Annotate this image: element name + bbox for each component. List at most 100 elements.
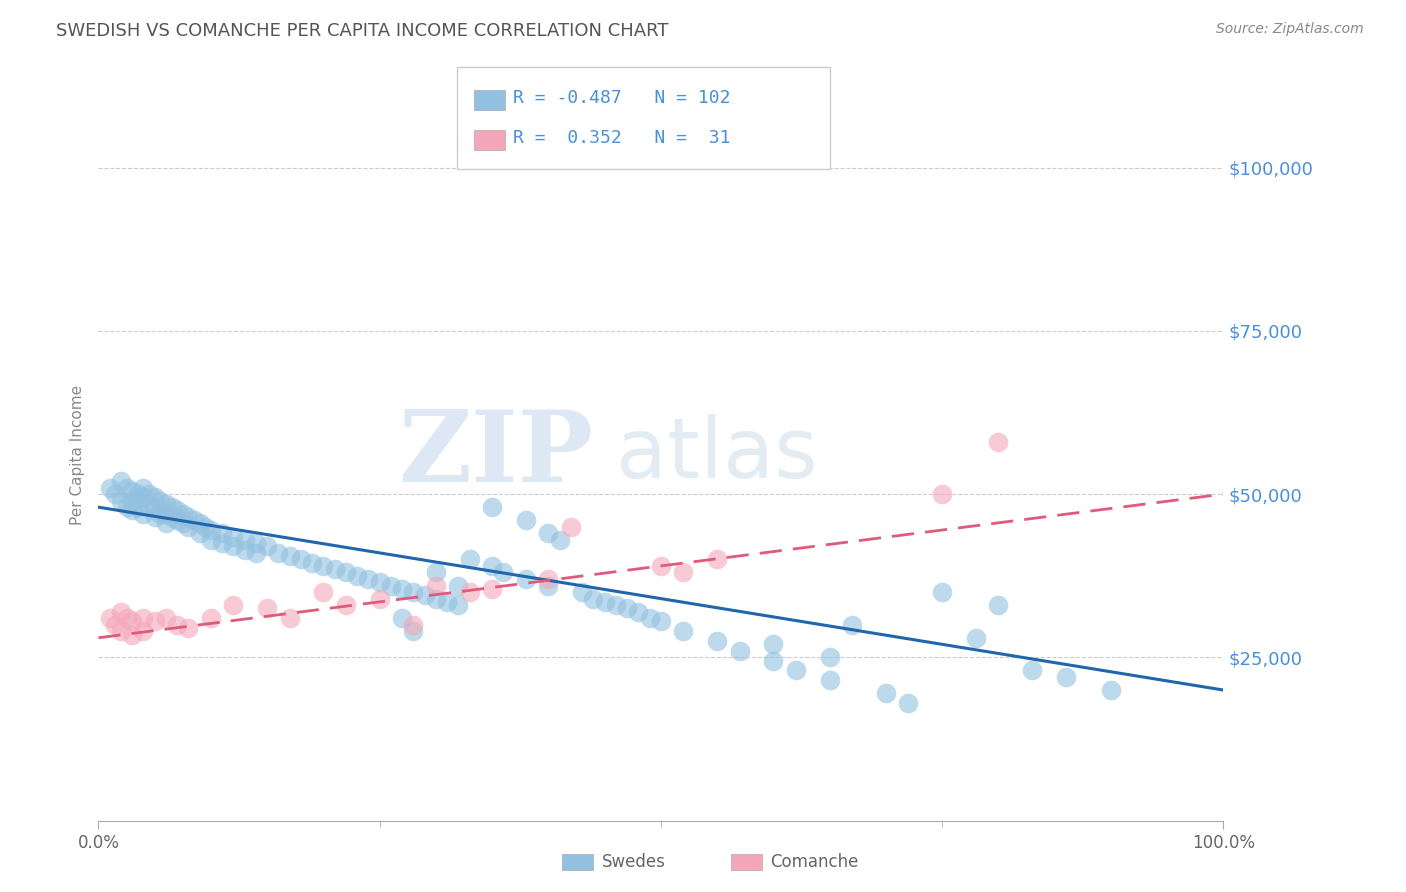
Point xyxy=(402,617,425,632)
Point xyxy=(121,483,143,498)
Point xyxy=(110,493,132,508)
Point xyxy=(127,487,149,501)
Point xyxy=(1054,670,1077,684)
Point xyxy=(762,637,785,651)
Point xyxy=(458,585,481,599)
Point xyxy=(211,536,233,550)
Point xyxy=(323,562,346,576)
Point xyxy=(278,611,301,625)
Point xyxy=(222,539,245,553)
Point xyxy=(143,491,166,505)
Point xyxy=(121,493,143,508)
Point xyxy=(143,615,166,629)
Point xyxy=(110,474,132,488)
Point xyxy=(121,503,143,517)
Point xyxy=(447,598,470,612)
Point xyxy=(132,611,155,625)
Point xyxy=(115,500,138,515)
Point xyxy=(425,591,447,606)
Point xyxy=(104,487,127,501)
Point xyxy=(200,611,222,625)
Point xyxy=(256,539,278,553)
Point xyxy=(166,513,188,527)
Point xyxy=(335,566,357,580)
Point xyxy=(605,598,627,612)
Point xyxy=(177,510,200,524)
Point xyxy=(672,566,695,580)
Point xyxy=(650,615,672,629)
Point xyxy=(127,500,149,515)
Point xyxy=(233,542,256,557)
Point xyxy=(706,634,728,648)
Point xyxy=(98,481,121,495)
Point xyxy=(143,510,166,524)
Point xyxy=(1099,683,1122,698)
Point xyxy=(155,516,177,531)
Point xyxy=(481,582,503,596)
Point xyxy=(172,507,194,521)
Point xyxy=(104,617,127,632)
Text: Comanche: Comanche xyxy=(770,853,859,871)
Point xyxy=(571,585,593,599)
Point xyxy=(188,526,211,541)
Point xyxy=(301,556,323,570)
Point xyxy=(368,591,391,606)
Point xyxy=(110,624,132,639)
Point xyxy=(391,582,413,596)
Point xyxy=(481,558,503,573)
Point xyxy=(931,585,953,599)
Point xyxy=(492,566,515,580)
Point xyxy=(436,595,458,609)
Point xyxy=(897,696,920,710)
Point xyxy=(458,552,481,566)
Point xyxy=(267,546,290,560)
Point xyxy=(200,523,222,537)
Point xyxy=(166,617,188,632)
Point xyxy=(402,624,425,639)
Point xyxy=(172,516,194,531)
Point xyxy=(593,595,616,609)
Point xyxy=(987,598,1010,612)
Point xyxy=(121,615,143,629)
Point xyxy=(762,654,785,668)
Point xyxy=(110,605,132,619)
Point xyxy=(200,533,222,547)
Point xyxy=(537,578,560,592)
Point xyxy=(380,578,402,592)
Text: Swedes: Swedes xyxy=(602,853,665,871)
Point xyxy=(346,568,368,582)
Point xyxy=(98,611,121,625)
Point xyxy=(582,591,605,606)
Point xyxy=(177,520,200,534)
Text: Source: ZipAtlas.com: Source: ZipAtlas.com xyxy=(1216,22,1364,37)
Point xyxy=(132,624,155,639)
Point xyxy=(515,513,537,527)
Point xyxy=(312,585,335,599)
Point xyxy=(138,500,160,515)
Point xyxy=(143,500,166,515)
Point xyxy=(335,598,357,612)
Text: R =  0.352   N =  31: R = 0.352 N = 31 xyxy=(513,129,731,147)
Point xyxy=(245,536,267,550)
Point xyxy=(183,513,205,527)
Text: SWEDISH VS COMANCHE PER CAPITA INCOME CORRELATION CHART: SWEDISH VS COMANCHE PER CAPITA INCOME CO… xyxy=(56,22,669,40)
Point xyxy=(194,520,217,534)
Point xyxy=(222,598,245,612)
Point xyxy=(121,627,143,641)
Text: ZIP: ZIP xyxy=(398,407,593,503)
Point xyxy=(1021,664,1043,678)
Point xyxy=(233,533,256,547)
Point xyxy=(447,578,470,592)
Point xyxy=(115,611,138,625)
Point xyxy=(616,601,638,615)
Point xyxy=(818,650,841,665)
Point xyxy=(875,686,897,700)
Point xyxy=(706,552,728,566)
Point xyxy=(188,516,211,531)
Point xyxy=(138,487,160,501)
Point xyxy=(312,558,335,573)
Point xyxy=(425,566,447,580)
Point xyxy=(931,487,953,501)
Point xyxy=(785,664,807,678)
Point xyxy=(425,578,447,592)
